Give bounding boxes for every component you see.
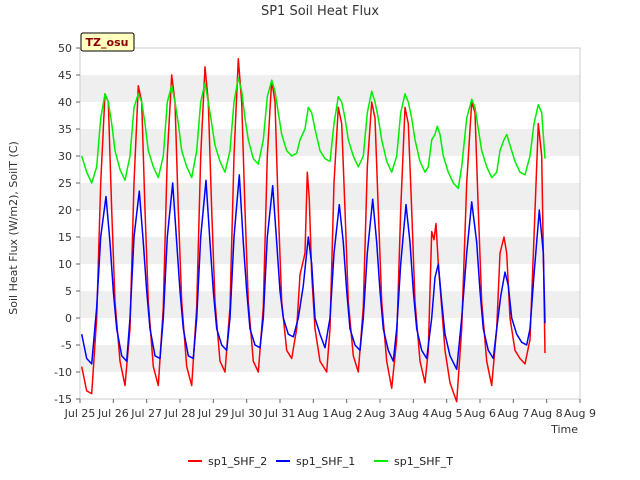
x-tick-label: Jul 31 [264,407,296,420]
grid-band [80,129,580,156]
x-tick-label: Jul 25 [64,407,96,420]
y-tick-label: 15 [58,231,72,244]
x-tick-label: Jul 27 [130,407,162,420]
site-badge: TZ_osu [80,32,135,52]
x-tick-label: Aug 8 [531,407,563,420]
y-tick-label: 20 [58,204,72,217]
y-tick-label: -5 [61,339,72,352]
y-tick-label: -10 [54,366,72,379]
y-axis: -15 -10 -5 0 5 10 15 20 25 30 35 40 45 50 [54,42,80,406]
x-tick-label: Aug 6 [464,407,496,420]
y-tick-label: 50 [58,42,72,55]
x-tick-label: Aug 1 [297,407,329,420]
x-tick-label: Jul 30 [230,407,262,420]
series-line-sp1-shf-t [80,76,546,190]
site-badge-box [80,32,135,52]
grid-band [80,183,580,210]
x-tick-label: Aug 2 [331,407,363,420]
y-tick-label: 30 [58,150,72,163]
y-tick-label: 0 [65,312,72,325]
x-tick-label: Aug 4 [397,407,429,420]
y-tick-label: 5 [65,285,72,298]
legend-label: sp1_SHF_2 [208,455,267,468]
y-tick-label: 35 [58,123,72,136]
series-lines [80,58,546,403]
grid-band [80,237,580,264]
grid-band [80,345,580,372]
chart-title: SP1 Soil Heat Flux [261,4,379,19]
x-axis: Jul 25 Jul 26 Jul 27 Jul 28 Jul 29 Jul 30 Jul … [64,399,596,420]
site-badge-text: TZ_osu [86,36,129,49]
y-tick-label: -15 [54,393,72,406]
y-tick-label: 45 [58,69,72,82]
series-line-sp1-shf-1 [80,174,546,371]
x-tick-label: Aug 9 [564,407,596,420]
y-tick-label: 10 [58,258,72,271]
legend: sp1_SHF_2 sp1_SHF_1 sp1_SHF_T [188,455,453,468]
x-tick-label: Aug 7 [497,407,529,420]
x-tick-label: Aug 5 [431,407,463,420]
x-tick-label: Jul 28 [164,407,196,420]
y-tick-label: 40 [58,96,72,109]
x-tick-label: Jul 29 [197,407,229,420]
y-axis-label: Soil Heat Flux (W/m2), SoilT (C) [7,141,20,314]
x-tick-label: Aug 3 [364,407,396,420]
y-tick-label: 25 [58,177,72,190]
legend-label: sp1_SHF_1 [296,455,355,468]
plot-frame [79,47,581,400]
x-tick-label: Jul 26 [97,407,129,420]
legend-label: sp1_SHF_T [394,455,453,468]
grid-band [80,75,580,102]
x-axis-label: Time [550,423,578,436]
